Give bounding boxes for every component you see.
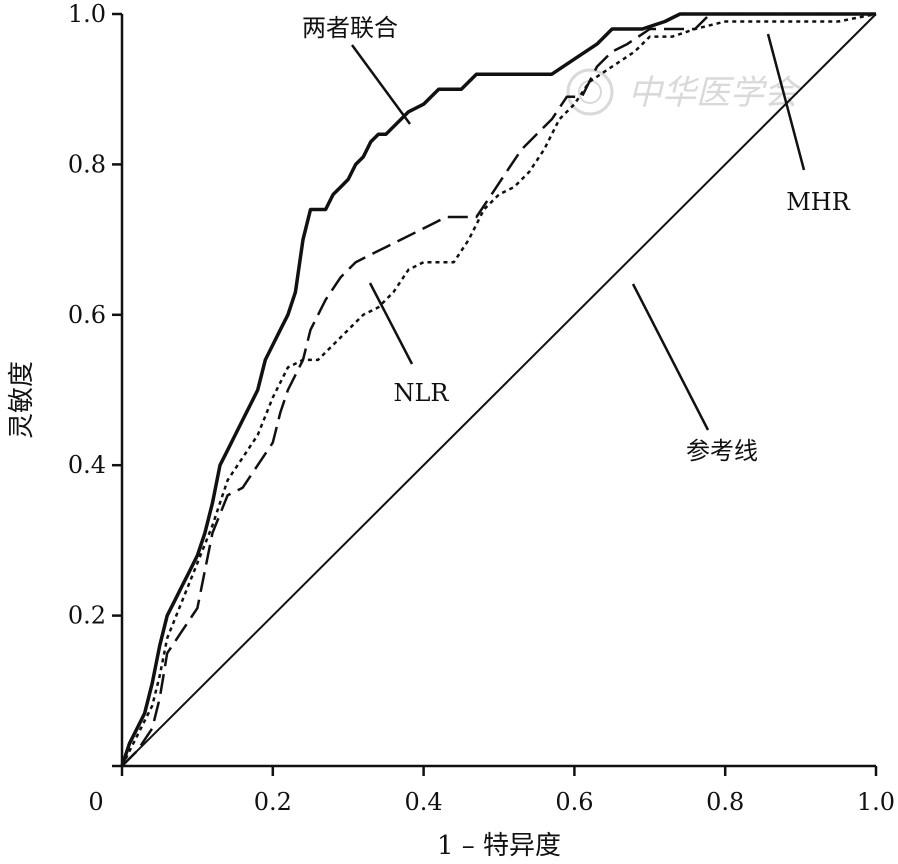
y-axis-title: 灵敏度 — [7, 361, 37, 439]
x-axis-ticks: 0 0.2 0.4 0.6 0.8 1.0 — [88, 766, 895, 816]
x-tick-label: 0.6 — [555, 788, 593, 816]
combined-label: 两者联合 — [302, 14, 398, 42]
x-axis-title: 1 – 特异度 — [437, 831, 561, 861]
mhr-leader-line — [766, 33, 806, 171]
watermark-text: 中华医学会 — [628, 73, 802, 113]
combined-leader-line — [350, 44, 412, 125]
y-tick-label: 1.0 — [68, 0, 106, 28]
watermark-seal-icon — [566, 68, 614, 116]
y-tick-label: 0.4 — [68, 451, 106, 479]
mhr-label: MHR — [786, 188, 851, 216]
x-tick-label: 0 — [88, 788, 103, 816]
nlr-roc-curve — [121, 12, 876, 767]
x-tick-label: 0.4 — [405, 788, 443, 816]
x-tick-label: 1.0 — [857, 788, 895, 816]
reference-line — [121, 13, 877, 767]
y-tick-label: 0.2 — [68, 602, 106, 630]
combined-roc-curve — [120, 12, 876, 767]
nlr-leader-line — [368, 282, 414, 365]
x-tick-label: 0.2 — [254, 788, 292, 816]
reference-label: 参考线 — [686, 437, 758, 465]
nlr-label: NLR — [393, 379, 449, 407]
y-axis-ticks: 0.2 0.4 0.6 0.8 1.0 — [68, 0, 122, 768]
reference-leader-line — [631, 283, 710, 431]
y-tick-label: 0.6 — [68, 301, 106, 329]
series-layer — [120, 12, 877, 767]
y-tick-label: 0.8 — [68, 150, 106, 178]
x-tick-label: 0.8 — [706, 788, 744, 816]
mhr-roc-curve — [120, 12, 877, 767]
watermark: 中华医学会 — [566, 68, 802, 116]
